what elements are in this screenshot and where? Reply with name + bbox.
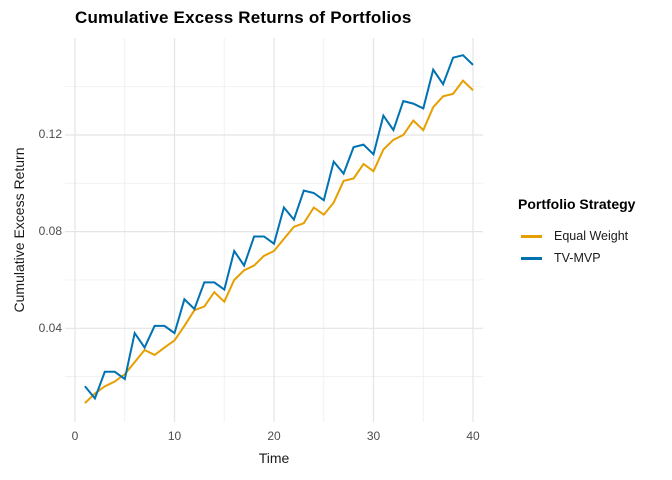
- legend-item-equal-weight: Equal Weight: [518, 225, 635, 247]
- x-tick-label: 40: [466, 429, 480, 443]
- series-line-tv-mvp: [84, 54, 474, 401]
- x-axis-title: Time: [258, 450, 290, 466]
- plot-area: [65, 38, 483, 422]
- x-tick-label: 0: [71, 429, 79, 443]
- legend-item-tv-mvp: TV-MVP: [518, 247, 635, 269]
- y-tick-label: 0.12: [38, 127, 62, 142]
- x-tick-label: 30: [366, 429, 381, 443]
- legend-title: Portfolio Strategy: [518, 196, 636, 212]
- legend-key-line: [521, 256, 542, 260]
- legend-key-line: [521, 234, 542, 238]
- legend: Portfolio Strategy Equal Weight TV-MVP: [518, 196, 635, 269]
- y-axis-title: Cumulative Excess Return: [11, 147, 27, 313]
- chart-title: Cumulative Excess Returns of Portfolios: [75, 8, 412, 27]
- x-tick-label: 10: [167, 429, 182, 443]
- x-tick-label: 20: [267, 429, 281, 443]
- y-tick-label: 0.08: [38, 224, 62, 239]
- legend-item-label: TV-MVP: [554, 251, 601, 265]
- y-tick-label: 0.04: [38, 320, 62, 335]
- series-line-equal-weight: [84, 79, 474, 404]
- legend-item-label: Equal Weight: [554, 229, 629, 243]
